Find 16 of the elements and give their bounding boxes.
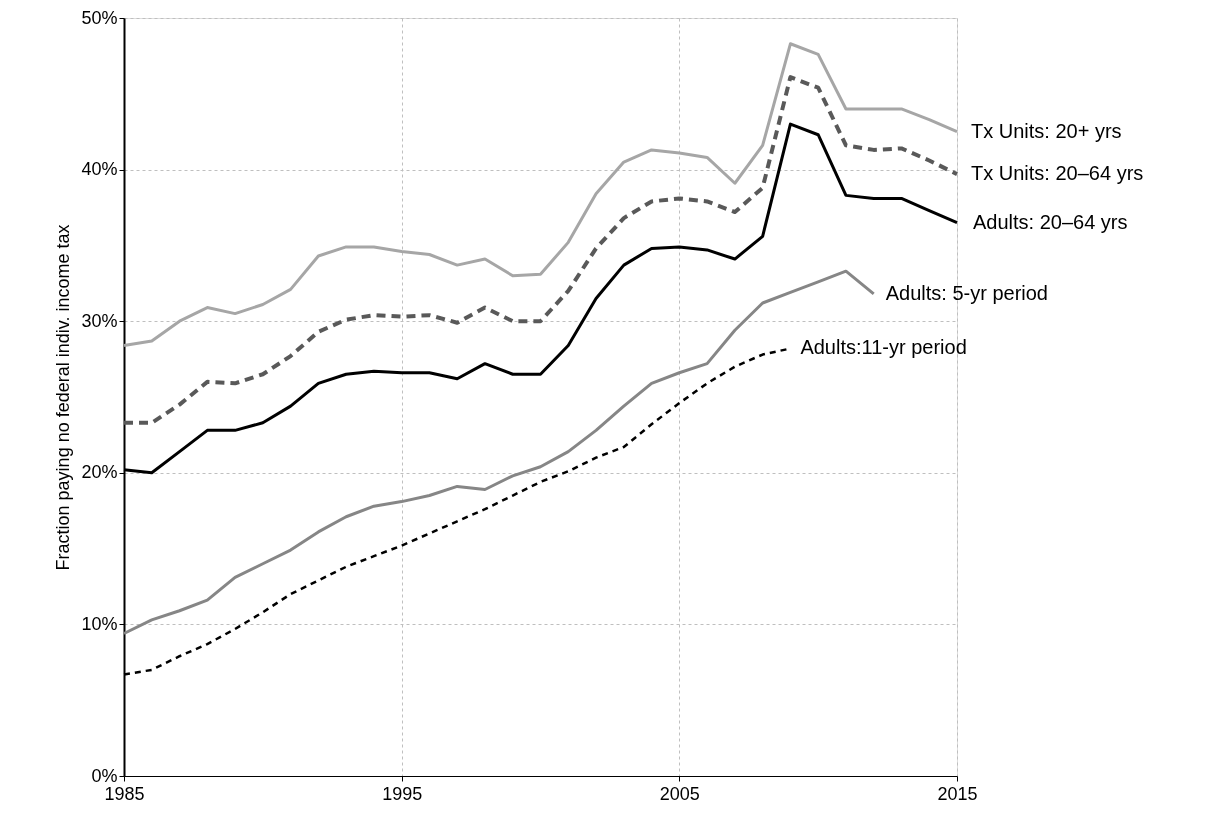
series-label: Tx Units: 20+ yrs — [971, 119, 1122, 142]
y-axis-title: Fraction paying no federal indiv. income tax — [53, 224, 74, 571]
series-label: Adults:11-yr period — [800, 336, 967, 359]
y-tick-label: 30% — [81, 310, 118, 331]
series-label: Adults: 5-yr period — [885, 281, 1048, 304]
y-tick-label: 40% — [81, 159, 118, 180]
x-tick-label: 2005 — [659, 783, 700, 804]
y-tick-label: 50% — [81, 7, 118, 28]
x-tick-label: 1995 — [382, 783, 423, 804]
series-label: Tx Units: 20–64 yrs — [971, 162, 1144, 185]
y-tick-label: 20% — [81, 462, 118, 483]
x-tick-label: 1985 — [104, 783, 145, 804]
x-tick-label: 2015 — [937, 783, 978, 804]
series-label: Adults: 20–64 yrs — [973, 210, 1128, 233]
y-tick-label: 10% — [81, 613, 118, 634]
y-tick-label: 0% — [91, 765, 118, 786]
